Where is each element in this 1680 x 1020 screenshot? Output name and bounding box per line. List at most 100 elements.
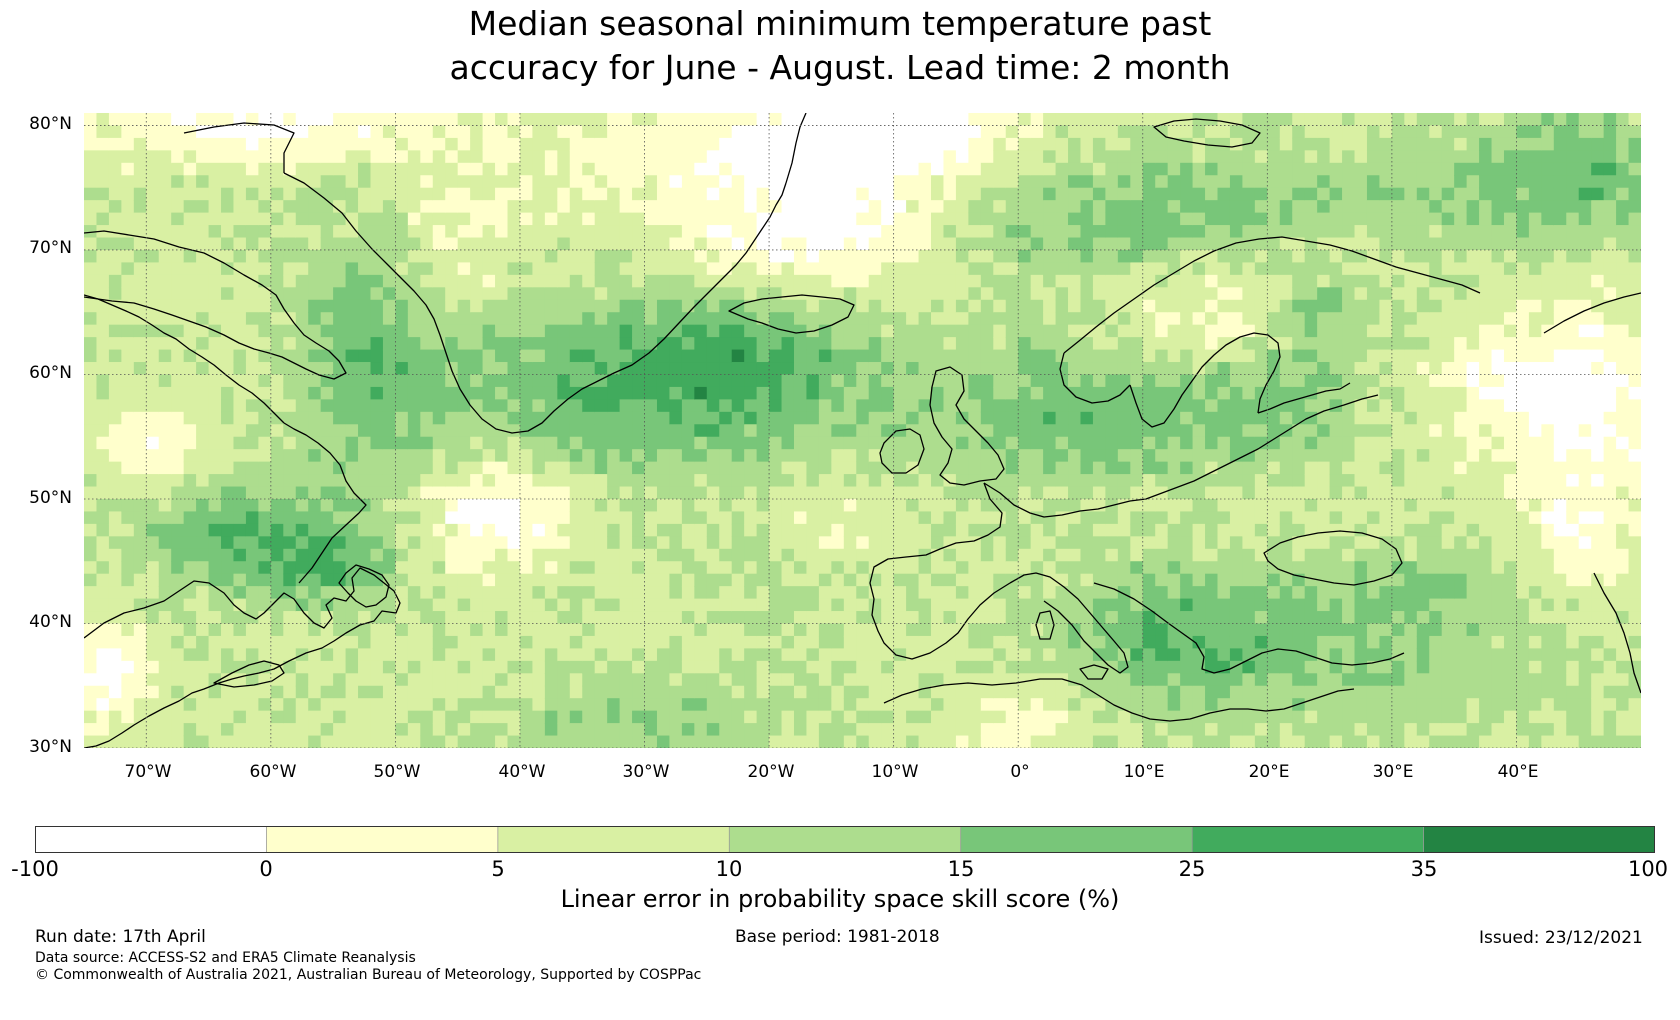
- skill-cell: [432, 200, 446, 214]
- skill-cell: [283, 486, 297, 500]
- skill-cell: [1080, 536, 1094, 550]
- skill-cell: [843, 162, 857, 176]
- skill-cell: [756, 449, 770, 463]
- skill-cell: [84, 536, 98, 550]
- skill-cell: [121, 685, 135, 699]
- skill-cell: [544, 461, 558, 475]
- skill-cell: [519, 673, 534, 687]
- skill-cell: [345, 548, 359, 562]
- skill-cell: [1142, 523, 1156, 537]
- skill-cell: [233, 411, 247, 425]
- skill-cell: [1092, 374, 1106, 388]
- skill-cell: [295, 536, 309, 550]
- skill-cell: [196, 150, 210, 164]
- skill-cell: [644, 362, 658, 376]
- skill-cell: [607, 648, 621, 662]
- skill-cell: [1180, 287, 1194, 301]
- skill-cell: [968, 623, 982, 637]
- skill-cell: [245, 561, 259, 575]
- skill-cell: [333, 611, 347, 625]
- skill-cell: [308, 113, 322, 127]
- skill-cell: [295, 287, 309, 301]
- skill-cell: [806, 685, 820, 699]
- skill-cell: [121, 698, 135, 712]
- skill-cell: [470, 461, 484, 475]
- skill-cell: [171, 137, 185, 151]
- skill-cell: [1080, 125, 1094, 139]
- skill-cell: [1167, 723, 1181, 737]
- skill-cell: [345, 200, 359, 214]
- skill-cell: [1242, 374, 1256, 388]
- skill-cell: [358, 349, 372, 363]
- skill-cell: [1005, 162, 1019, 176]
- skill-cell: [482, 498, 496, 513]
- skill-cell: [1005, 312, 1019, 326]
- skill-cell: [507, 125, 521, 139]
- skill-cell: [432, 237, 446, 251]
- skill-cell: [1018, 536, 1032, 550]
- skill-cell: [557, 150, 571, 164]
- skill-cell: [918, 237, 932, 251]
- skill-cell: [1205, 586, 1219, 600]
- skill-cell: [681, 237, 695, 251]
- skill-cell: [1043, 187, 1057, 201]
- skill-cell: [183, 175, 197, 189]
- skill-cell: [594, 474, 608, 488]
- skill-cell: [1180, 561, 1194, 575]
- skill-cell: [893, 648, 907, 662]
- skill-cell: [395, 623, 409, 637]
- skill-cell: [1030, 187, 1044, 201]
- skill-cell: [1155, 249, 1169, 264]
- skill-cell: [495, 673, 509, 687]
- skill-cell: [1267, 498, 1281, 513]
- skill-cell: [208, 150, 222, 164]
- skill-cell: [420, 411, 434, 425]
- skill-cell: [544, 498, 558, 513]
- skill-cell: [644, 411, 658, 425]
- skill-cell: [507, 212, 521, 226]
- skill-cell: [1043, 374, 1057, 388]
- skill-cell: [1068, 573, 1082, 587]
- skill-cell: [1217, 374, 1231, 388]
- skill-cell: [1229, 548, 1244, 562]
- skill-cell: [1229, 698, 1244, 712]
- skill-cell: [868, 299, 882, 313]
- skill-cell: [1180, 598, 1194, 612]
- skill-cell: [843, 660, 857, 674]
- skill-cell: [84, 237, 98, 251]
- skill-cell: [495, 150, 509, 164]
- skill-cell: [345, 648, 359, 662]
- skill-cell: [1105, 187, 1119, 201]
- skill-cell: [308, 312, 322, 326]
- skill-cell: [1180, 523, 1194, 537]
- skill-cell: [308, 461, 322, 475]
- skill-cell: [681, 362, 695, 376]
- skill-cell: [183, 399, 197, 413]
- skill-cell: [968, 523, 982, 537]
- skill-cell: [993, 586, 1007, 600]
- skill-cell: [507, 150, 521, 164]
- skill-cell: [1167, 511, 1181, 525]
- skill-cell: [158, 337, 172, 351]
- skill-cell: [420, 362, 434, 376]
- skill-cell: [1043, 698, 1057, 712]
- skill-cell: [1130, 200, 1144, 214]
- skill-cell: [694, 635, 708, 649]
- skill-cell: [843, 399, 857, 413]
- skill-cell: [333, 660, 347, 674]
- skill-cell: [831, 611, 845, 625]
- skill-cell: [532, 312, 546, 326]
- skill-cell: [183, 162, 197, 176]
- skill-cell: [544, 225, 558, 239]
- skill-cell: [1180, 125, 1194, 139]
- skill-cell: [333, 598, 347, 612]
- skill-cell: [283, 374, 297, 388]
- skill-cell: [1030, 200, 1044, 214]
- skill-cell: [420, 150, 434, 164]
- skill-cell: [1130, 474, 1144, 488]
- skill-cell: [569, 249, 583, 264]
- skill-cell: [345, 436, 359, 450]
- skill-cell: [358, 113, 372, 127]
- skill-cell: [955, 349, 969, 363]
- skill-cell: [96, 424, 110, 438]
